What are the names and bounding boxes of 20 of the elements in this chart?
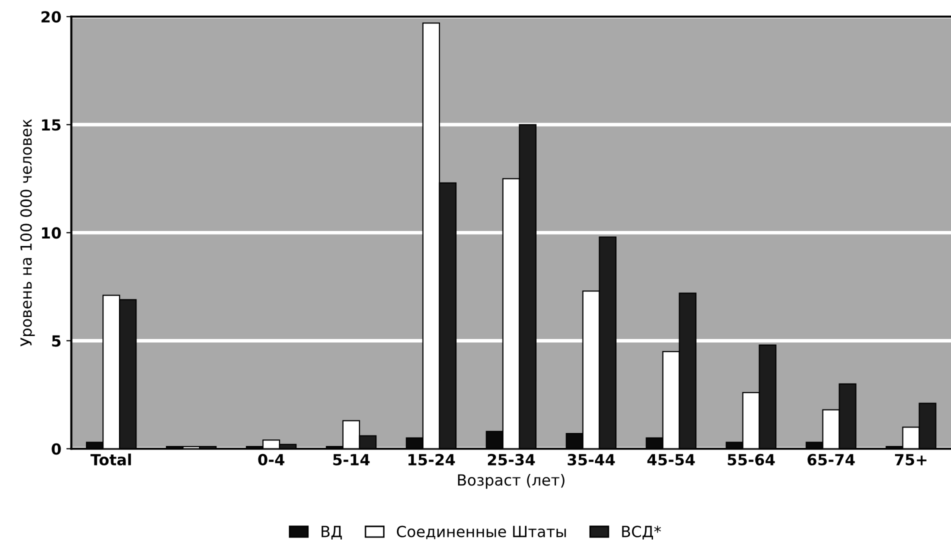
y-tick-label: 10 — [42, 227, 61, 239]
legend-label: Соединенные Штаты — [396, 526, 566, 540]
legend-label: ВСД* — [622, 526, 661, 540]
x-tick-label: Total — [90, 454, 131, 466]
x-tick-label: 0-4 — [258, 454, 284, 466]
y-axis-title: Уровень на 100 000 человек — [20, 119, 35, 346]
x-tick-label: 75+ — [895, 454, 926, 466]
legend-label: ВД — [322, 526, 342, 540]
x-tick-label: 5-14 — [333, 454, 370, 466]
x-tick-label: 65-74 — [808, 454, 855, 466]
x-axis-title: Возраст (лет) — [458, 474, 564, 489]
y-tick-label: 0 — [52, 443, 61, 455]
x-tick-label: 35-44 — [568, 454, 615, 466]
y-tick-label: 15 — [42, 119, 61, 131]
x-tick-label: 45-54 — [647, 454, 695, 466]
y-tick-label: 20 — [42, 11, 61, 23]
x-tick-label: 55-64 — [728, 454, 775, 466]
y-tick-label: 5 — [52, 335, 61, 347]
x-tick-label: 25-34 — [488, 454, 535, 466]
x-tick-label: 15-24 — [408, 454, 455, 466]
